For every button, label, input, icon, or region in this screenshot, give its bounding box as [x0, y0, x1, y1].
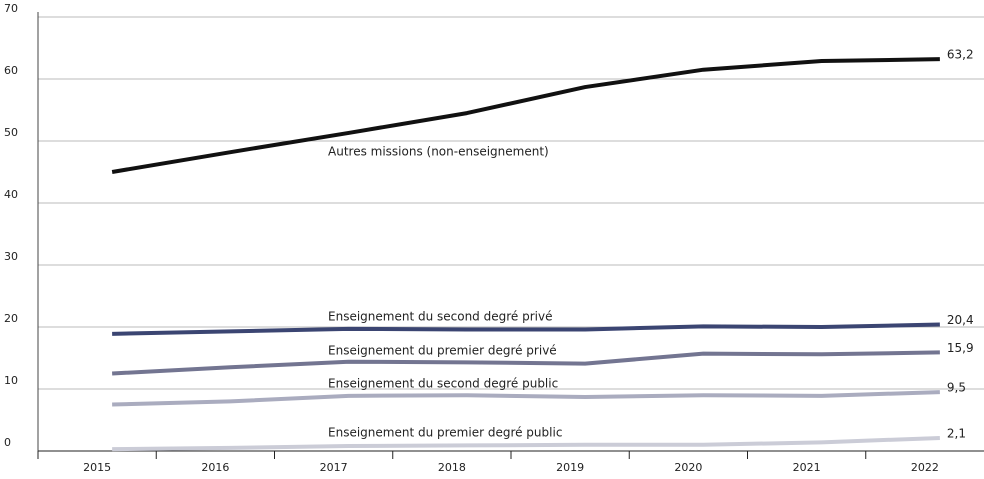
value-label: 63,2: [947, 48, 974, 62]
y-tick-label: 20: [4, 312, 18, 325]
y-tick-label: 0: [4, 436, 11, 449]
value-label: 15,9: [947, 341, 974, 355]
series-label: Enseignement du second degré public: [328, 377, 558, 391]
x-tick-label: 2020: [674, 461, 702, 474]
series-line: [112, 322, 940, 336]
x-tick-label: 2016: [201, 461, 229, 474]
value-label: 2,1: [947, 426, 966, 440]
x-tick-label: 2019: [556, 461, 584, 474]
series-line: [111, 57, 940, 174]
y-tick-label: 50: [4, 126, 18, 139]
y-tick-label: 60: [4, 64, 18, 77]
x-tick-label: 2018: [438, 461, 466, 474]
series-label: Enseignement du second degré privé: [328, 310, 552, 324]
y-tick-label: 40: [4, 188, 18, 201]
series-label: Autres missions (non-enseignement): [328, 145, 549, 159]
y-tick-label: 70: [4, 2, 18, 15]
series-line: [112, 350, 940, 376]
series-label: Enseignement du premier degré privé: [328, 344, 557, 358]
x-tick-label: 2015: [83, 461, 111, 474]
y-tick-label: 10: [4, 374, 18, 387]
value-label: 20,4: [947, 313, 974, 327]
x-tick-label: 2017: [320, 461, 348, 474]
x-tick-label: 2021: [793, 461, 821, 474]
series-line: [112, 390, 940, 407]
series-line: [112, 435, 940, 452]
value-label: 9,5: [947, 381, 966, 395]
y-tick-label: 30: [4, 250, 18, 263]
series-label: Enseignement du premier degré public: [328, 426, 562, 440]
x-tick-label: 2022: [911, 461, 939, 474]
